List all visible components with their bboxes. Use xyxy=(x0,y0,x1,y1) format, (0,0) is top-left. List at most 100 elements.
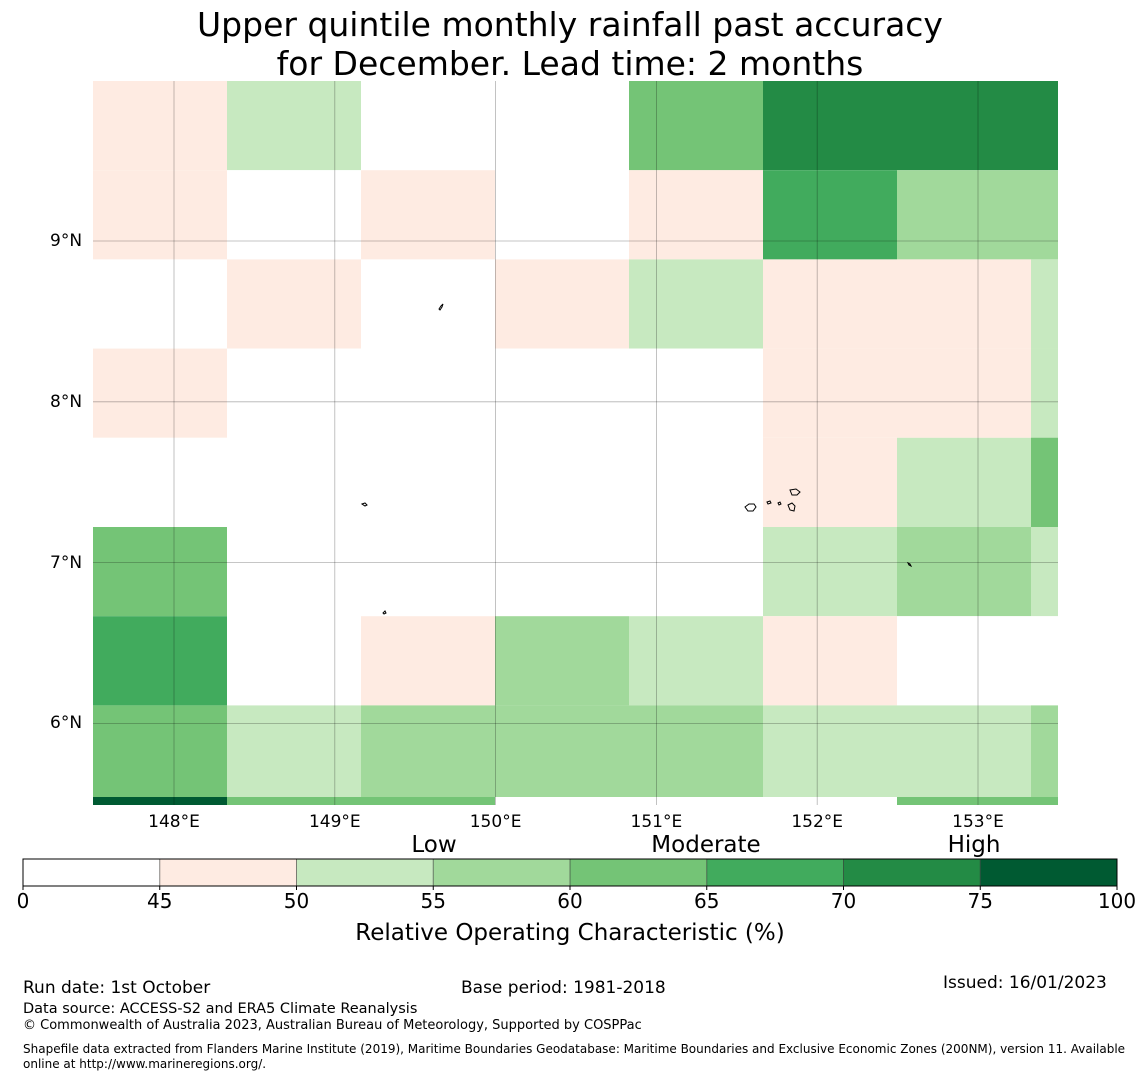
category-label-high: High xyxy=(947,832,1001,858)
grid-cell xyxy=(227,81,361,171)
grid-cell xyxy=(495,705,629,797)
grid-cell xyxy=(897,81,1031,171)
colorbar-label: Relative Operating Characteristic (%) xyxy=(355,920,785,946)
colorbar-segment xyxy=(296,859,434,886)
grid-cell xyxy=(897,348,1031,438)
grid-cell xyxy=(93,527,227,617)
grid-cell xyxy=(93,259,227,349)
grid-cell xyxy=(897,259,1031,349)
grid-cell xyxy=(93,616,227,706)
grid-cell xyxy=(897,527,1031,617)
grid-cell xyxy=(93,348,227,438)
island-outline xyxy=(906,561,913,568)
grid-cell xyxy=(495,616,629,706)
grid-cell xyxy=(361,437,495,527)
grid-cell xyxy=(763,437,897,527)
grid-cell-east-edge xyxy=(1031,348,1058,438)
grid-cell-east-edge xyxy=(1031,527,1058,617)
grid-cell-bottom xyxy=(897,797,1031,805)
grid-cell xyxy=(93,81,227,171)
grid-cell xyxy=(361,616,495,706)
grid-cell xyxy=(93,437,227,527)
grid-cell xyxy=(1031,170,1058,260)
grid-cell xyxy=(495,348,629,438)
colorbar-tick-label: 60 xyxy=(557,889,583,913)
colorbar-segment xyxy=(433,859,570,886)
data-source: Data source: ACCESS-S2 and ERA5 Climate … xyxy=(23,1001,418,1017)
grid-cell xyxy=(897,616,1031,706)
grid-cell xyxy=(495,527,629,617)
longitude-label: 153°E xyxy=(952,812,1004,832)
grid-cell xyxy=(93,705,227,797)
latitude-label: 9°N xyxy=(50,231,83,251)
grid-cell xyxy=(629,81,763,171)
grid-cell xyxy=(495,259,629,349)
grid-cell-bottom xyxy=(93,797,227,805)
grid-cell xyxy=(227,527,361,617)
grid-cell xyxy=(227,348,361,438)
island-outline xyxy=(777,501,782,506)
rainfall-accuracy-map xyxy=(93,81,1058,805)
colorbar-segment xyxy=(159,859,297,886)
colorbar-frame xyxy=(22,858,1118,887)
map-title-line-1: Upper quintile monthly rainfall past acc… xyxy=(197,5,943,44)
colorbar-tick-label: 0 xyxy=(16,889,30,913)
colorbar-segment xyxy=(980,859,1117,886)
grid-cell xyxy=(227,259,361,349)
grid-cell-bottom xyxy=(361,797,495,805)
island-outline xyxy=(382,610,387,615)
grid-cell xyxy=(93,170,227,260)
grid-cell xyxy=(897,437,1031,527)
shapefile-credit: Shapefile data extracted from Flanders M… xyxy=(23,1042,1126,1071)
grid-cell-east-edge xyxy=(1031,705,1058,797)
grid-cell xyxy=(1031,81,1058,171)
colorbar-tick-label: 75 xyxy=(967,889,993,913)
grid-cell xyxy=(629,437,763,527)
longitude-label: 152°E xyxy=(791,812,844,832)
grid-cell xyxy=(763,527,897,617)
island-outline xyxy=(789,488,801,496)
grid-cell xyxy=(227,170,361,260)
issued-date: Issued: 16/01/2023 xyxy=(943,973,1107,993)
grid-cell-east-edge xyxy=(1031,259,1058,349)
grid-cell xyxy=(629,170,763,260)
longitude-label: 148°E xyxy=(148,812,200,832)
island-outline xyxy=(766,500,772,505)
grid-cell xyxy=(763,259,897,349)
colorbar-tick-label: 65 xyxy=(694,889,720,913)
grid-cell xyxy=(763,348,897,438)
grid-cell xyxy=(629,259,763,349)
colorbar-segment xyxy=(706,859,844,886)
latitude-label: 8°N xyxy=(50,391,83,412)
longitude-label: 150°E xyxy=(469,812,522,832)
copyright-notice: © Commonwealth of Australia 2023, Austra… xyxy=(23,1018,642,1033)
colorbar-segment xyxy=(843,859,981,886)
grid-cell-bottom xyxy=(763,797,897,805)
base-period: Base period: 1981-2018 xyxy=(461,978,666,998)
colorbar-tick-label: 70 xyxy=(830,889,857,913)
latitude-label: 6°N xyxy=(50,713,83,734)
grid-cell xyxy=(897,170,1031,260)
grid-cell xyxy=(361,259,495,349)
grid-cell xyxy=(763,170,897,260)
grid-cell xyxy=(495,437,629,527)
run-date: Run date: 1st October xyxy=(23,978,211,998)
colorbar-tick-label: 45 xyxy=(147,889,173,913)
island-outline xyxy=(438,303,444,311)
grid-cell xyxy=(361,170,495,260)
colorbar-segment xyxy=(570,859,707,886)
grid-cell-east-edge xyxy=(1031,616,1058,706)
grid-cell-east-edge xyxy=(1031,437,1058,527)
grid-cell xyxy=(227,437,361,527)
longitude-label: 149°E xyxy=(308,812,361,832)
grid-cell xyxy=(629,348,763,438)
colorbar-tick-label: 100 xyxy=(1097,889,1137,913)
grid-cell xyxy=(763,81,897,171)
grid-cell xyxy=(361,348,495,438)
island-outline xyxy=(744,503,757,512)
grid-cell-bottom xyxy=(227,797,361,805)
grid-cell xyxy=(361,705,495,797)
longitude-label: 151°E xyxy=(630,812,683,832)
colorbar-tick-label: 50 xyxy=(283,889,310,913)
grid-cell-bottom xyxy=(1031,797,1058,805)
